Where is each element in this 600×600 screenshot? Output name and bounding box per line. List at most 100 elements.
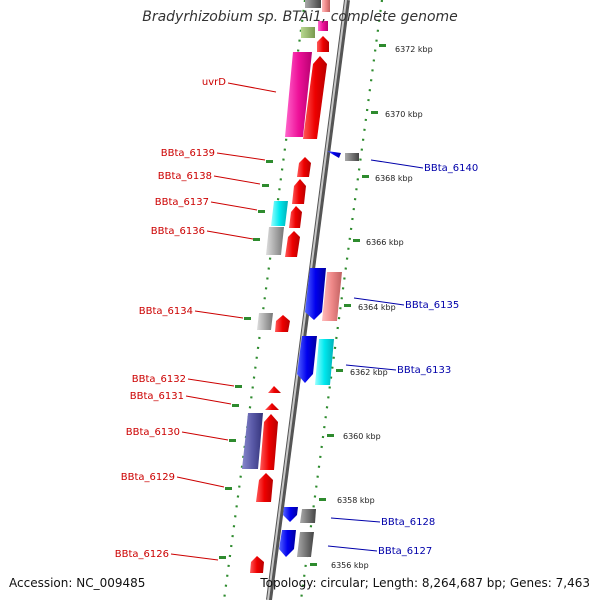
gene-BBta_6132 xyxy=(268,386,281,393)
gene-uvrD xyxy=(285,52,312,137)
leader-BBta_6136 xyxy=(206,230,254,240)
minus-tick xyxy=(262,184,269,187)
gene-BBta_6140-b xyxy=(345,153,359,161)
gene-BBta_6135-b xyxy=(322,272,342,321)
gene-label-BBta_6127: BBta_6127 xyxy=(378,546,432,557)
minus-tick xyxy=(232,404,239,407)
kbp-tick xyxy=(327,434,334,437)
minus-strand-genes xyxy=(242,0,330,573)
gene-block xyxy=(305,0,321,8)
kbp-label: 6356 kbp xyxy=(331,561,369,570)
kbp-tick xyxy=(336,369,343,372)
minus-tick xyxy=(225,487,232,490)
leader-BBta_6139 xyxy=(216,152,266,161)
gene-arrow xyxy=(303,56,327,139)
gene-label-BBta_6136: BBta_6136 xyxy=(151,226,205,237)
topology-text: Topology: circular; Length: 8,264,687 bp… xyxy=(260,576,590,590)
gene-BBta_6134-b xyxy=(275,315,290,332)
leader-BBta_6131 xyxy=(185,395,232,405)
leader-BBta_6132 xyxy=(187,378,235,387)
gene-BBta_6139 xyxy=(297,157,311,177)
kbp-labels: 6372 kbp 6370 kbp 6368 kbp 6366 kbp 6364… xyxy=(331,45,433,570)
kbp-label: 6358 kbp xyxy=(337,496,375,505)
minus-tick xyxy=(266,160,273,163)
gene-BBta_6135-a xyxy=(305,268,326,320)
gene-label-BBta_6129: BBta_6129 xyxy=(121,472,175,483)
kbp-label: 6370 kbp xyxy=(385,110,423,119)
minus-tick xyxy=(229,439,236,442)
minus-tick xyxy=(235,385,242,388)
gene-BBta_6129 xyxy=(256,473,273,502)
minus-tick xyxy=(253,238,260,241)
leader-BBta_6127 xyxy=(327,545,378,552)
gene-label-BBta_6139: BBta_6139 xyxy=(161,148,215,159)
gene-block xyxy=(301,27,315,38)
leader-BBta_6133 xyxy=(345,364,397,371)
gene-label-BBta_6135: BBta_6135 xyxy=(405,300,459,311)
plus-leaders xyxy=(327,159,424,552)
gene-BBta_6134-a xyxy=(257,313,273,330)
minus-leaders xyxy=(170,82,277,561)
kbp-tick xyxy=(344,304,351,307)
gene-label-BBta_6130: BBta_6130 xyxy=(126,427,180,438)
kbp-label: 6360 kbp xyxy=(343,432,381,441)
gene-BBta_6130-a xyxy=(242,413,263,469)
leader-BBta_6128 xyxy=(330,517,381,523)
minus-tick xyxy=(244,317,251,320)
leader-uvrD xyxy=(227,82,277,93)
leader-BBta_6134 xyxy=(194,310,244,319)
gene-block xyxy=(322,0,330,12)
kbp-tick xyxy=(379,44,386,47)
leader-BBta_6135 xyxy=(353,297,405,306)
kbp-label: 6368 kbp xyxy=(375,174,413,183)
gene-label-uvrD: uvrD xyxy=(202,77,226,88)
gene-label-BBta_6138: BBta_6138 xyxy=(158,171,212,182)
gene-BBta_6138 xyxy=(292,179,306,204)
accession-text: Accession: NC_009485 xyxy=(9,576,146,590)
gene-block xyxy=(318,21,328,31)
minus-tick xyxy=(258,210,265,213)
gene-label-BBta_6133: BBta_6133 xyxy=(397,365,451,376)
gene-BBta_6137-b xyxy=(289,206,302,228)
plus-strand-ruler xyxy=(299,0,384,600)
gene-BBta_6136-a xyxy=(266,227,284,255)
leader-BBta_6129 xyxy=(176,476,225,488)
gene-label-BBta_6126: BBta_6126 xyxy=(115,549,169,560)
gene-BBta_6131 xyxy=(265,403,279,410)
kbp-label: 6364 kbp xyxy=(358,303,396,312)
kbp-tick xyxy=(353,239,360,242)
gene-label-BBta_6128: BBta_6128 xyxy=(381,517,435,528)
gene-BBta_6128-b xyxy=(300,509,316,523)
gene-BBta_6126 xyxy=(250,556,264,573)
gene-BBta_6130-b xyxy=(260,414,278,470)
gene-label-BBta_6132: BBta_6132 xyxy=(132,374,186,385)
gene-BBta_6133-a xyxy=(297,336,317,383)
leader-BBta_6137 xyxy=(210,201,258,211)
gene-BBta_6127-a xyxy=(279,530,296,557)
gene-arrow xyxy=(317,36,329,52)
kbp-label: 6362 kbp xyxy=(350,368,388,377)
minus-ticks xyxy=(219,160,273,559)
kbp-tick xyxy=(362,175,369,178)
gene-BBta_6127-b xyxy=(297,532,314,557)
gene-label-BBta_6134: BBta_6134 xyxy=(139,306,193,317)
kbp-tick xyxy=(310,563,317,566)
leader-BBta_6126 xyxy=(170,553,219,561)
plus-labels: BBta_6140 BBta_6135 BBta_6133 BBta_6128 … xyxy=(378,163,478,557)
minus-tick xyxy=(219,556,226,559)
kbp-tick xyxy=(319,498,326,501)
gene-BBta_6140-a xyxy=(327,151,341,158)
leader-BBta_6138 xyxy=(213,175,261,185)
kbp-label: 6372 kbp xyxy=(395,45,433,54)
gene-BBta_6137-a xyxy=(271,201,288,226)
gene-label-BBta_6131: BBta_6131 xyxy=(130,391,184,402)
gene-BBta_6136-b xyxy=(285,231,300,257)
gene-label-BBta_6140: BBta_6140 xyxy=(424,163,478,174)
kbp-ticks xyxy=(310,44,386,566)
leader-BBta_6130 xyxy=(181,431,229,441)
leader-BBta_6140 xyxy=(370,159,424,169)
gene-label-BBta_6137: BBta_6137 xyxy=(155,197,209,208)
plus-strand-genes xyxy=(279,151,359,557)
gene-BBta_6133-b xyxy=(315,339,334,385)
